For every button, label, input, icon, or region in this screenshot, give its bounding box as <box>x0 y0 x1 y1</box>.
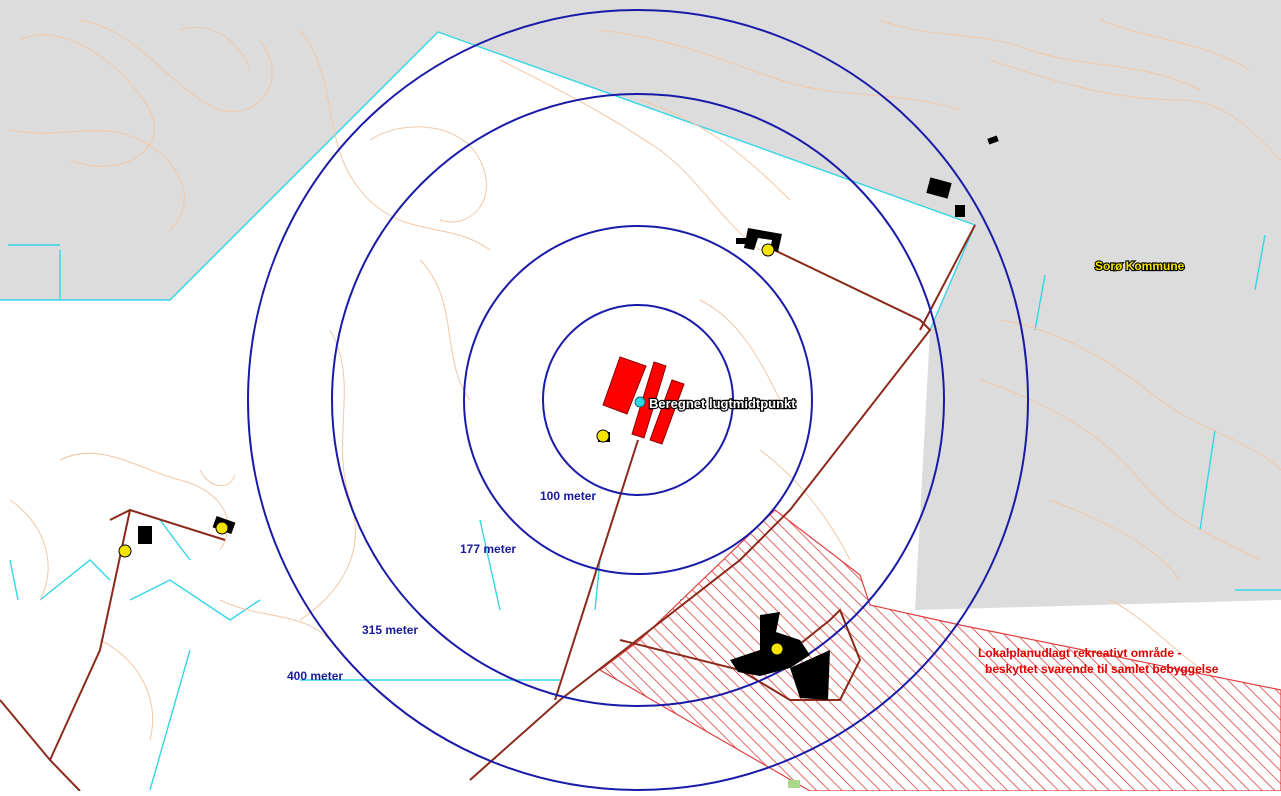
recreational-zone <box>598 509 1281 792</box>
other-buildings <box>138 135 999 700</box>
municipality-label: Sorø Kommune <box>1095 259 1185 273</box>
dwelling-markers <box>118 243 784 656</box>
dwelling-marker[interactable] <box>770 642 784 656</box>
zone-label-line2: beskyttet svarende til samlet bebyggelse <box>985 662 1219 676</box>
green-patch <box>788 780 800 788</box>
buffer-rings <box>247 9 1029 791</box>
ring-315m <box>331 93 945 707</box>
odor-center-point[interactable] <box>634 396 646 408</box>
ring-label-177m: 177 meter <box>460 542 516 556</box>
ring-400m <box>247 9 1029 791</box>
contour-lines <box>9 19 1281 741</box>
dwelling-marker[interactable] <box>761 243 775 257</box>
dwelling-marker[interactable] <box>596 429 610 443</box>
zone-label-line1: Lokalplanudlagt rekreativt område - <box>978 646 1181 660</box>
ring-label-315m: 315 meter <box>362 623 418 637</box>
dwelling-marker[interactable] <box>215 521 229 535</box>
ring-177m <box>463 225 813 575</box>
dwelling-marker[interactable] <box>118 544 132 558</box>
odor-center-label: Beregnet lugtmidtpunkt <box>649 396 796 411</box>
ring-label-100m: 100 meter <box>540 489 596 503</box>
facility-buildings <box>602 356 685 445</box>
area-boundary <box>0 31 1281 791</box>
ring-label-400m: 400 meter <box>287 669 343 683</box>
ring-100m <box>542 304 734 496</box>
roads <box>0 224 976 792</box>
